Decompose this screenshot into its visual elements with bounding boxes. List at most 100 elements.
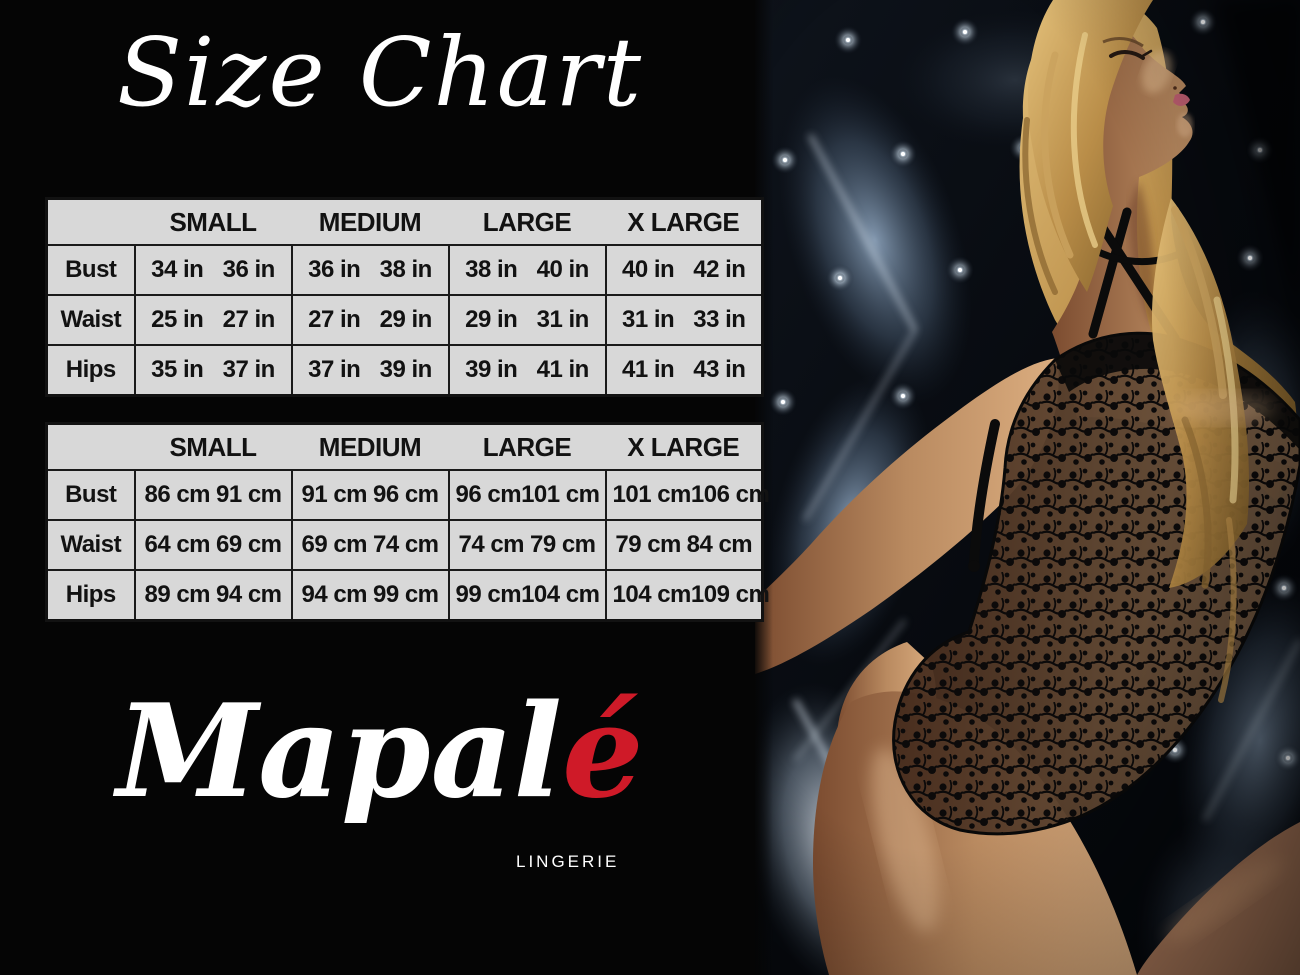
size-value: 74 cm <box>372 531 439 558</box>
size-cell: 69 cm 74 cm <box>290 519 450 571</box>
size-value: 69 cm <box>301 531 368 558</box>
brand-wordmark: Mapal <box>116 677 563 827</box>
size-value: 96 cm <box>455 481 522 508</box>
col-header-medium: MEDIUM <box>291 198 449 246</box>
size-value: 38 in <box>379 256 433 283</box>
row-label: Waist <box>45 294 136 346</box>
brand-tagline: LINGERIE <box>516 852 620 871</box>
row-label: Waist <box>45 519 136 571</box>
size-value: 31 in <box>536 306 590 333</box>
size-table-inches: SMALL MEDIUM LARGE X LARGE Bust 34 in 36 … <box>45 197 764 397</box>
table-row: Hips 35 in 37 in 37 in 39 in 39 in 41 in 41… <box>45 344 764 397</box>
size-value: 34 in <box>151 256 204 283</box>
size-value: 35 in <box>151 356 204 383</box>
size-value: 94 cm <box>215 581 282 608</box>
size-value: 38 in <box>465 256 518 283</box>
size-value: 27 in <box>222 306 276 333</box>
size-value: 43 in <box>693 356 746 383</box>
row-label: Bust <box>45 469 136 521</box>
table-row: Bust 34 in 36 in 36 in 38 in 38 in 40 in 40… <box>45 244 764 296</box>
size-cell: 36 in 38 in <box>290 244 450 296</box>
brand-logo: Mapalé <box>0 688 760 816</box>
table-row: Hips 89 cm 94 cm 94 cm 99 cm 99 cm 104 cm 1… <box>45 569 770 622</box>
size-value: 86 cm <box>144 481 211 508</box>
size-cell: 34 in 36 in <box>133 244 293 296</box>
corner-cell <box>46 198 135 246</box>
model-photo <box>755 0 1300 975</box>
table-row: Waist 25 in 27 in 27 in 29 in 29 in 31 in 3… <box>45 294 764 346</box>
size-value: 94 cm <box>301 581 368 608</box>
size-cell: 94 cm 99 cm <box>290 569 450 622</box>
col-header-small: SMALL <box>134 423 292 471</box>
size-cell: 79 cm 84 cm <box>604 519 764 571</box>
size-value: 42 in <box>693 256 746 283</box>
header-row: SMALL MEDIUM LARGE X LARGE <box>46 198 763 246</box>
size-value: 37 in <box>222 356 276 383</box>
size-value: 104 cm <box>521 581 600 608</box>
col-header-xlarge: X LARGE <box>605 423 763 471</box>
size-value: 109 cm <box>690 581 770 608</box>
size-value: 25 in <box>151 306 204 333</box>
brand-wordmark-accent: é <box>562 677 644 827</box>
size-table-centimeters: SMALL MEDIUM LARGE X LARGE Bust 86 cm 91 … <box>45 422 770 622</box>
size-value: 41 in <box>536 356 590 383</box>
size-cell: 35 in 37 in <box>133 344 293 397</box>
col-header-xlarge: X LARGE <box>605 198 763 246</box>
size-cell: 101 cm 106 cm <box>604 469 770 521</box>
col-header-medium: MEDIUM <box>291 423 449 471</box>
size-value: 106 cm <box>690 481 770 508</box>
size-value: 36 in <box>308 256 361 283</box>
col-header-large: LARGE <box>448 198 606 246</box>
size-value: 39 in <box>379 356 433 383</box>
size-value: 29 in <box>379 306 433 333</box>
size-cell: 40 in 42 in <box>604 244 764 296</box>
page-title: Size Chart <box>116 18 644 128</box>
size-value: 74 cm <box>458 531 525 558</box>
size-cell: 104 cm 109 cm <box>604 569 770 622</box>
size-cell: 29 in 31 in <box>447 294 607 346</box>
size-value: 79 cm <box>615 531 681 558</box>
size-cell: 86 cm 91 cm <box>133 469 293 521</box>
size-value: 101 cm <box>521 481 600 508</box>
size-value: 91 cm <box>215 481 282 508</box>
size-value: 39 in <box>465 356 518 383</box>
row-label: Hips <box>45 344 136 397</box>
row-label: Hips <box>45 569 136 622</box>
size-cell: 96 cm 101 cm <box>447 469 607 521</box>
size-cell: 39 in 41 in <box>447 344 607 397</box>
size-value: 91 cm <box>301 481 368 508</box>
size-value: 89 cm <box>144 581 211 608</box>
size-value: 99 cm <box>372 581 439 608</box>
size-cell: 41 in 43 in <box>604 344 764 397</box>
table-row: Waist 64 cm 69 cm 69 cm 74 cm 74 cm 79 cm 7… <box>45 519 764 571</box>
size-value: 40 in <box>622 256 675 283</box>
size-value: 96 cm <box>372 481 439 508</box>
size-cell: 25 in 27 in <box>133 294 293 346</box>
size-cell: 64 cm 69 cm <box>133 519 293 571</box>
size-value: 31 in <box>622 306 675 333</box>
size-value: 64 cm <box>144 531 211 558</box>
size-value: 79 cm <box>529 531 596 558</box>
size-value: 101 cm <box>612 481 692 508</box>
size-value: 40 in <box>536 256 590 283</box>
size-value: 99 cm <box>455 581 522 608</box>
size-cell: 31 in 33 in <box>604 294 764 346</box>
size-value: 36 in <box>222 256 276 283</box>
col-header-large: LARGE <box>448 423 606 471</box>
row-label: Bust <box>45 244 136 296</box>
size-value: 37 in <box>308 356 361 383</box>
size-value: 104 cm <box>612 581 692 608</box>
table-row: Bust 86 cm 91 cm 91 cm 96 cm 96 cm 101 cm 1… <box>45 469 770 521</box>
size-cell: 74 cm 79 cm <box>447 519 607 571</box>
size-cell: 27 in 29 in <box>290 294 450 346</box>
size-value: 69 cm <box>215 531 282 558</box>
size-cell: 99 cm 104 cm <box>447 569 607 622</box>
corner-cell <box>46 423 135 471</box>
size-value: 41 in <box>622 356 675 383</box>
size-value: 84 cm <box>686 531 753 558</box>
col-header-small: SMALL <box>134 198 292 246</box>
size-cell: 38 in 40 in <box>447 244 607 296</box>
size-value: 27 in <box>308 306 361 333</box>
size-value: 33 in <box>693 306 746 333</box>
